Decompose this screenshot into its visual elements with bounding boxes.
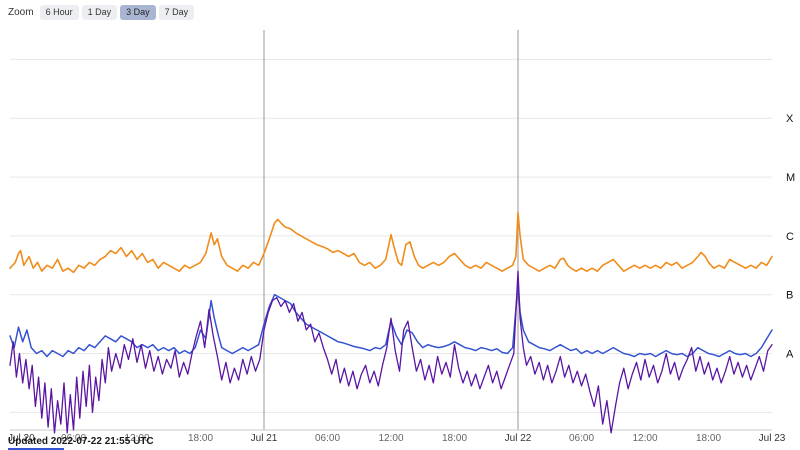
y-class-label: M <box>786 172 795 184</box>
x-tick-label: Jul 22 <box>505 433 532 444</box>
footer-accent-bar <box>8 448 64 450</box>
y-class-label: A <box>786 349 794 361</box>
x-tick-label: 06:00 <box>61 433 86 444</box>
x-tick-label: Jul 23 <box>759 433 786 444</box>
series-purple-line <box>9 270 773 434</box>
x-tick-label: 18:00 <box>696 433 721 444</box>
x-tick-label: 12:00 <box>632 433 657 444</box>
x-tick-label: Jul 20 <box>8 433 35 444</box>
y-class-label: B <box>786 290 793 302</box>
zoom-button-1-day[interactable]: 1 Day <box>81 5 118 20</box>
x-tick-label: 18:00 <box>442 433 467 444</box>
x-tick-label: Jul 21 <box>251 433 278 444</box>
updated-timestamp: Updated 2022-07-22 21:55 UTC <box>8 436 154 447</box>
x-tick-label: 12:00 <box>378 433 403 444</box>
zoom-button-6-hour[interactable]: 6 Hour <box>39 5 79 20</box>
zoom-button-7-day[interactable]: 7 Day <box>158 5 195 20</box>
zoom-label: Zoom <box>8 6 34 18</box>
y-class-label: X <box>786 113 794 125</box>
x-tick-label: 12:00 <box>124 433 149 444</box>
x-tick-label: 06:00 <box>315 433 340 444</box>
series-orange-line <box>9 211 773 274</box>
y-class-label: C <box>786 231 794 243</box>
zoom-button-3-day[interactable]: 3 Day <box>120 5 156 20</box>
zoom-toolbar: Zoom 6 Hour 1 Day 3 Day 7 Day <box>8 5 195 20</box>
x-tick-label: 18:00 <box>188 433 213 444</box>
x-tick-label: 06:00 <box>569 433 594 444</box>
